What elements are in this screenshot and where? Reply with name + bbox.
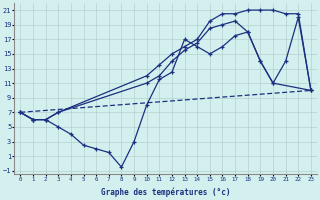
- X-axis label: Graphe des températures (°c): Graphe des températures (°c): [101, 188, 230, 197]
